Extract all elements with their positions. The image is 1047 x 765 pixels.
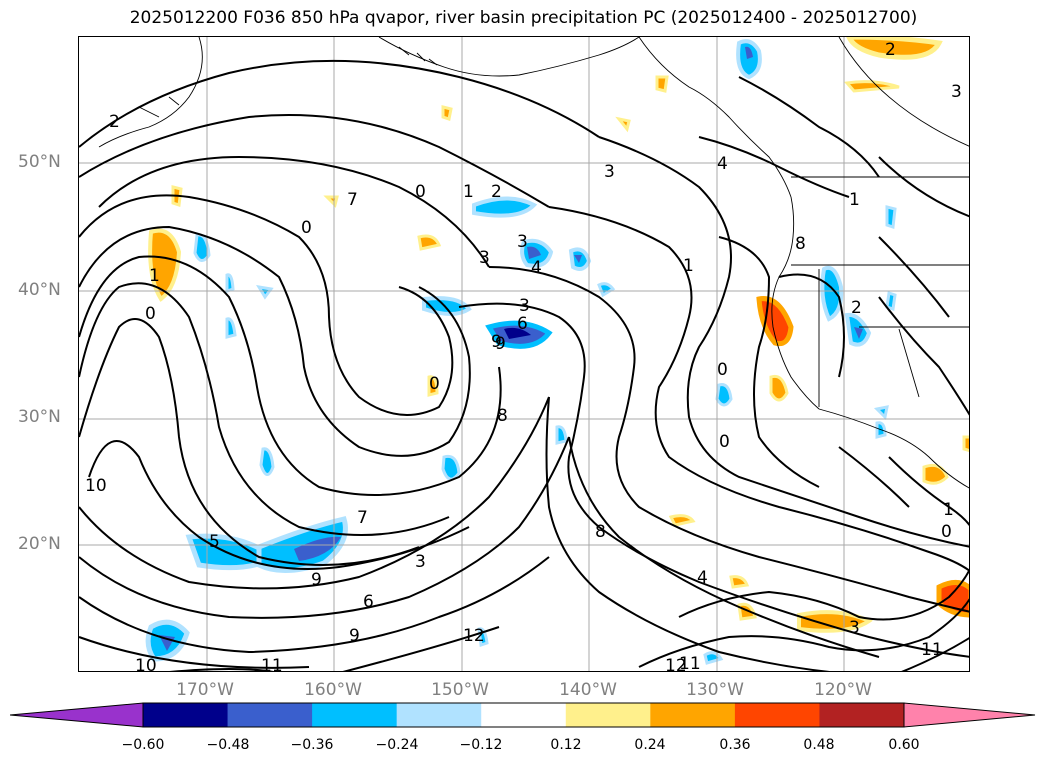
map-panel[interactable]: 2 3 0 1 2 3 4 3 4 1 3 6 9 8 0 7 5 9 3 7 …	[78, 36, 970, 672]
contour-label: 1	[849, 190, 860, 210]
contour-label: 10	[85, 476, 107, 496]
contour-label: 9	[491, 332, 502, 352]
colorbar-tick: 0.24	[634, 737, 666, 753]
contour-label: 1	[943, 500, 954, 520]
contour-label: 0	[719, 432, 730, 452]
colorbar-cell	[227, 703, 313, 727]
lat-label-40n: 40°N	[18, 280, 61, 300]
contour-label: 8	[795, 234, 806, 254]
contour-label: 8	[497, 406, 508, 426]
contour-label: 7	[357, 508, 368, 528]
colorbar-extend-max	[904, 703, 1035, 727]
contour-label: 4	[697, 568, 708, 588]
colorbar-extend-min	[10, 703, 143, 727]
lon-label-170w: 170°W	[176, 680, 234, 700]
map-title: 2025012200 F036 850 hPa qvapor, river ba…	[129, 8, 918, 28]
contour-label: 12	[463, 626, 485, 646]
colorbar-tick: −0.12	[459, 737, 503, 753]
contour-label: 4	[531, 258, 542, 278]
colorbar-tick: 0.12	[550, 737, 582, 753]
colorbar-cell	[396, 703, 482, 727]
coastlines	[98, 37, 969, 489]
contour-label: 3	[849, 618, 860, 638]
lat-label-30n: 30°N	[18, 407, 61, 427]
contour-label: 0	[429, 374, 440, 394]
colorbar-cell	[650, 703, 736, 727]
contour-label: 2	[851, 298, 862, 318]
contour-label: 3	[479, 248, 490, 268]
colorbar-tick: −0.24	[375, 737, 419, 753]
contour-label: 1	[463, 182, 474, 202]
contour-label: 2	[109, 112, 120, 132]
contour-label: 8	[595, 522, 606, 542]
contour-label: 11	[261, 656, 283, 672]
colorbar-cell	[312, 703, 398, 727]
contour-label: 12	[665, 656, 687, 672]
colorbar-tick: −0.36	[290, 737, 334, 753]
contour-label: 0	[941, 522, 952, 542]
contour-label: 0	[717, 360, 728, 380]
contour-label: 7	[347, 190, 358, 210]
lon-label-120w: 120°W	[814, 680, 872, 700]
colorbar-tick: −0.60	[121, 737, 165, 753]
colorbar-tick: 0.36	[719, 737, 751, 753]
colorbar-cell	[481, 703, 567, 727]
contour-label: 2	[885, 40, 896, 60]
contour-label: 10	[135, 656, 157, 672]
colorbar	[10, 702, 1036, 728]
contour-label: 1	[683, 256, 694, 276]
contour-label: 3	[604, 162, 615, 182]
lon-label-150w: 150°W	[431, 680, 489, 700]
contour-label: 11	[679, 654, 701, 672]
contour-label: 9	[495, 334, 506, 354]
lon-label-140w: 140°W	[559, 680, 617, 700]
colorbar-cell	[819, 703, 905, 727]
contour-label: 3	[415, 552, 426, 572]
negative-precip-shading	[145, 39, 897, 665]
contour-label: 11	[921, 640, 943, 660]
colorbar-tick: 0.60	[888, 737, 920, 753]
contour-label: 0	[415, 182, 426, 202]
contour-label: 3	[517, 232, 528, 252]
lat-label-50n: 50°N	[18, 152, 61, 172]
contour-label: 9	[311, 570, 322, 590]
contour-label: 1	[149, 266, 160, 286]
contour-label: 6	[363, 592, 374, 612]
lon-label-160w: 160°W	[304, 680, 362, 700]
contour-label: 6	[517, 314, 528, 334]
contour-label: 3	[519, 296, 530, 316]
map-canvas: 2 3 0 1 2 3 4 3 4 1 3 6 9 8 0 7 5 9 3 7 …	[79, 37, 969, 672]
qvapor-contours	[79, 59, 969, 671]
colorbar-cell	[734, 703, 820, 727]
colorbar-cell	[565, 703, 651, 727]
contour-label: 3	[951, 82, 962, 102]
lat-label-20n: 20°N	[18, 534, 61, 554]
contour-label: 5	[209, 532, 220, 552]
colorbar-cell	[143, 703, 229, 727]
contour-label: 0	[301, 218, 312, 238]
colorbar-tick: −0.48	[206, 737, 250, 753]
contour-label: 0	[145, 304, 156, 324]
colorbar-tick: 0.48	[803, 737, 835, 753]
lon-label-130w: 130°W	[686, 680, 744, 700]
contour-label: 2	[491, 182, 502, 202]
contour-label: 9	[349, 626, 360, 646]
contour-label: 4	[717, 154, 728, 174]
contour-labels: 2 3 0 1 2 3 4 3 4 1 3 6 9 8 0 7 5 9 3 7 …	[85, 40, 962, 672]
